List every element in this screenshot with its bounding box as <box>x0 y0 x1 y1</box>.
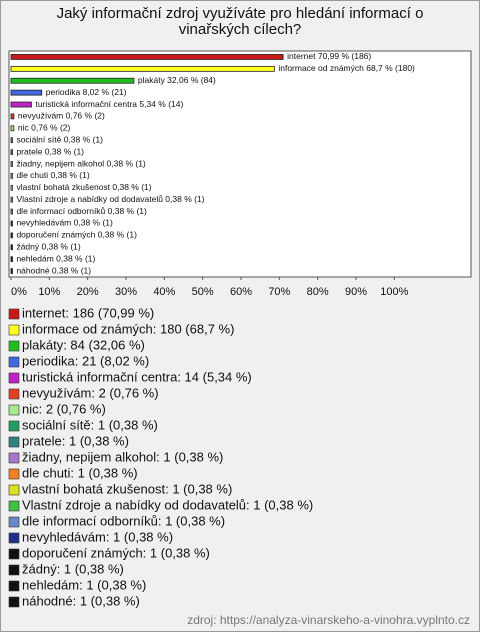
bar-label: nevyhledávám 0,38 % (1) <box>16 218 113 228</box>
bar <box>10 220 13 227</box>
legend-swatch <box>8 468 20 480</box>
bar <box>10 137 13 144</box>
legend-label: turistická informační centra: 14 (5,34 %… <box>22 369 252 384</box>
bar-label: nehledám 0,38 % (1) <box>16 253 95 263</box>
legend-label: nic: 2 (0,76 %) <box>22 401 106 416</box>
x-tick-label: 90% <box>345 286 367 298</box>
legend-swatch <box>8 532 20 544</box>
legend-swatch <box>8 404 20 416</box>
bar-label: nic 0,76 % (2) <box>18 123 71 133</box>
x-tick-label: 40% <box>153 286 175 298</box>
legend-label: plakáty: 84 (32,06 %) <box>22 337 145 352</box>
bar <box>10 244 13 251</box>
bar <box>10 54 284 60</box>
legend-swatch <box>8 596 20 608</box>
bar-label: doporučení známých 0,38 % (1) <box>16 230 137 240</box>
legend-label: žiadny, nepijem alkohol: 1 (0,38 %) <box>22 449 223 464</box>
legend-label: nevyužívám: 2 (0,76 %) <box>22 385 159 400</box>
bar <box>10 149 13 156</box>
legend-swatch <box>8 308 20 320</box>
bar <box>10 172 13 179</box>
legend-label: Vlastní zdroje a nabídky od dodavatelů: … <box>22 497 313 512</box>
legend-swatch <box>8 516 20 528</box>
legend-swatch <box>8 436 20 448</box>
x-tick-label: 20% <box>77 286 99 298</box>
bar-label: periodika 8,02 % (21) <box>46 87 127 97</box>
legend-label: žádný: 1 (0,38 %) <box>22 561 124 576</box>
legend-swatch <box>8 420 20 432</box>
legend-label: internet: 186 (70,99 %) <box>22 305 154 320</box>
bar <box>10 77 135 84</box>
x-tick-label: 10% <box>38 286 60 298</box>
x-tick-label: 70% <box>268 286 290 298</box>
legend-label: vlastní bohatá zkušenost: 1 (0,38 %) <box>22 481 232 496</box>
bar <box>10 256 13 263</box>
source: zdroj: https://analyza-vinarskeho-a-vino… <box>187 613 470 627</box>
legend-label: dle informací odborníků: 1 (0,38 %) <box>22 513 225 528</box>
bar-label: informace od známých 68,7 % (180) <box>278 63 415 73</box>
bar-label: Vlastní zdroje a nabídky od dodavatelů 0… <box>16 194 204 204</box>
x-tick-label: 30% <box>115 286 137 298</box>
bar-label: internet 70,99 % (186) <box>287 51 371 61</box>
legend-label: doporučení známých: 1 (0,38 %) <box>22 545 210 560</box>
legend-label: sociální sítě: 1 (0,38 %) <box>22 417 158 432</box>
x-tick-label: 0% <box>11 286 27 298</box>
legend-swatch <box>8 580 20 592</box>
bar <box>10 208 13 215</box>
bar <box>10 125 15 132</box>
bar-label: dle chuti 0,38 % (1) <box>16 170 89 180</box>
legend-swatch <box>8 548 20 560</box>
bar-label: náhodné 0,38 % (1) <box>16 265 91 275</box>
bar-label: nevyužívám 0,76 % (2) <box>18 111 105 121</box>
legend-label: pratele: 1 (0,38 %) <box>22 433 129 448</box>
bar <box>10 101 32 108</box>
legend-label: periodika: 21 (8,02 %) <box>22 353 149 368</box>
legend-swatch <box>8 388 20 400</box>
bar <box>10 184 13 191</box>
bar-label: pratele 0,38 % (1) <box>16 146 84 156</box>
legend-swatch <box>8 340 20 352</box>
legend-label: informace od známých: 180 (68,7 %) <box>22 321 234 336</box>
legend-swatch <box>8 484 20 496</box>
legend-swatch <box>8 452 20 464</box>
bar-label: dle informací odborníků 0,38 % (1) <box>16 206 147 216</box>
bar <box>10 196 13 203</box>
legend-swatch <box>8 372 20 384</box>
legend-label: náhodné: 1 (0,38 %) <box>22 593 140 608</box>
legend-swatch <box>8 564 20 576</box>
legend-swatch <box>8 324 20 336</box>
bar-label: žiadny, nepijem alkohol 0,38 % (1) <box>16 158 145 168</box>
legend-label: dle chuti: 1 (0,38 %) <box>22 465 138 480</box>
bar-label: vlastní bohatá zkušenost 0,38 % (1) <box>16 182 151 192</box>
plot-area <box>8 50 472 278</box>
x-tick-label: 100% <box>380 286 408 298</box>
chart-title: Jaký informační zdroj využíváte pro hled… <box>56 5 424 38</box>
x-tick-label: 60% <box>230 286 252 298</box>
legend-label: nevyhledávám: 1 (0,38 %) <box>22 529 173 544</box>
legend-swatch <box>8 500 20 512</box>
bar <box>10 161 13 167</box>
bar-label: turistická informační centra 5,34 % (14) <box>35 99 183 109</box>
legend-swatch <box>8 356 20 368</box>
bar <box>10 89 43 96</box>
bar-label: plakáty 32,06 % (84) <box>138 75 216 85</box>
legend-label: nehledám: 1 (0,38 %) <box>22 577 146 592</box>
x-tick-label: 50% <box>192 286 214 298</box>
bar-label: sociální sítě 0,38 % (1) <box>16 134 103 144</box>
bar <box>10 65 275 72</box>
bar-label: žádný 0,38 % (1) <box>16 242 80 252</box>
bar <box>10 113 15 120</box>
bar <box>10 232 13 239</box>
bar <box>10 268 13 274</box>
x-tick-label: 80% <box>307 286 329 298</box>
